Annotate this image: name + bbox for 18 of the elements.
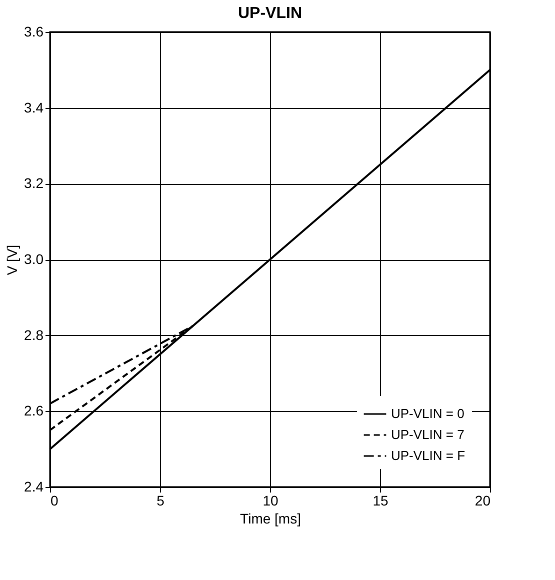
y-tick-label: 3.4 [24, 99, 44, 116]
legend-label: UP-VLIN = 0 [391, 406, 464, 421]
y-axis-title: V [V] [4, 244, 20, 276]
x-tick-label: 5 [156, 492, 165, 508]
y-tick-label: 2.6 [24, 402, 44, 419]
y-tick-label: 3.0 [24, 251, 44, 267]
x-tick-label: 20 [474, 492, 491, 508]
chart-title: UP-VLIN [238, 5, 302, 22]
y-tick-label: 2.8 [24, 326, 44, 343]
legend-label: UP-VLIN = 7 [391, 427, 464, 442]
y-tick-label: 2.4 [24, 478, 44, 494]
x-tick-label: 10 [262, 492, 278, 508]
legend-label: UP-VLIN = F [391, 448, 466, 463]
x-axis-title: Time [ms] [240, 510, 301, 526]
y-tick-label: 3.6 [24, 24, 44, 40]
x-tick-label: 15 [372, 492, 388, 508]
y-tick-label: 3.2 [24, 175, 44, 192]
x-tick-label: 0 [50, 492, 58, 508]
